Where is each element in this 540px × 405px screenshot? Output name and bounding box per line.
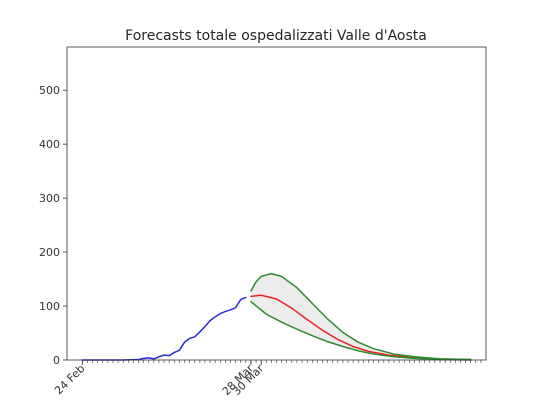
y-tick-label: 400 bbox=[39, 138, 60, 151]
observed-line bbox=[81, 296, 247, 361]
x-tick-label: 24 Feb bbox=[52, 362, 87, 397]
upper-bound-line bbox=[250, 272, 472, 361]
y-tick-label: 100 bbox=[39, 300, 60, 313]
confidence-band-layer bbox=[250, 273, 471, 360]
confidence-band bbox=[250, 273, 471, 360]
y-axis: 0 100 200 300 400 500 bbox=[39, 84, 67, 367]
series-layer bbox=[81, 272, 472, 361]
lower-bound-line bbox=[250, 300, 472, 361]
y-tick-label: 200 bbox=[39, 246, 60, 259]
chart-title: Forecasts totale ospedalizzati Valle d'A… bbox=[125, 28, 427, 44]
y-tick-label: 0 bbox=[53, 354, 60, 367]
y-tick-label: 500 bbox=[39, 84, 60, 97]
y-tick-label: 300 bbox=[39, 192, 60, 205]
